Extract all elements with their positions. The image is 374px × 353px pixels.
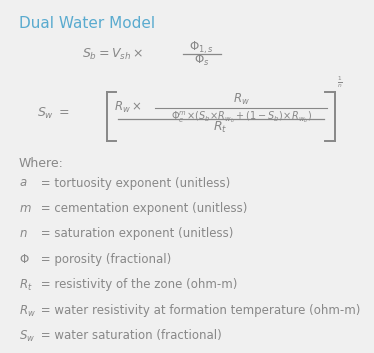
Text: $R_w$: $R_w$ — [19, 304, 36, 319]
Text: Where:: Where: — [19, 157, 64, 170]
Text: Dual Water Model: Dual Water Model — [19, 16, 155, 31]
Text: $\Phi$: $\Phi$ — [19, 253, 29, 266]
Text: $\Phi_s$: $\Phi_s$ — [194, 53, 210, 68]
Text: = water saturation (fractional): = water saturation (fractional) — [37, 329, 222, 342]
Text: $R_t$: $R_t$ — [214, 120, 228, 135]
Text: $\frac{1}{n}$: $\frac{1}{n}$ — [337, 75, 342, 90]
Text: $\Phi_e^m \!\times\! (S_b \!\times\! R_{w_b} + (1-S_b) \!\times\! R_{w_b})$: $\Phi_e^m \!\times\! (S_b \!\times\! R_{… — [171, 109, 312, 125]
Text: $R_w$: $R_w$ — [233, 92, 250, 107]
Text: = cementation exponent (unitless): = cementation exponent (unitless) — [37, 202, 248, 215]
Text: $n$: $n$ — [19, 227, 27, 240]
Text: = resistivity of the zone (ohm-m): = resistivity of the zone (ohm-m) — [37, 278, 238, 291]
Text: = tortuosity exponent (unitless): = tortuosity exponent (unitless) — [37, 176, 231, 190]
Text: = water resistivity at formation temperature (ohm-m): = water resistivity at formation tempera… — [37, 304, 361, 317]
Text: = porosity (fractional): = porosity (fractional) — [37, 253, 172, 266]
Text: $m$: $m$ — [19, 202, 31, 215]
Text: $\Phi_{1,s}$: $\Phi_{1,s}$ — [190, 40, 214, 56]
Text: $R_w \times$: $R_w \times$ — [114, 100, 142, 115]
Text: $S_w \;=\;$: $S_w \;=\;$ — [37, 106, 70, 120]
Text: $S_b = V_{sh} \times$: $S_b = V_{sh} \times$ — [82, 47, 144, 62]
Text: $a$: $a$ — [19, 176, 27, 190]
Text: $R_t$: $R_t$ — [19, 278, 32, 293]
Text: = saturation exponent (unitless): = saturation exponent (unitless) — [37, 227, 234, 240]
Text: $S_w$: $S_w$ — [19, 329, 35, 344]
